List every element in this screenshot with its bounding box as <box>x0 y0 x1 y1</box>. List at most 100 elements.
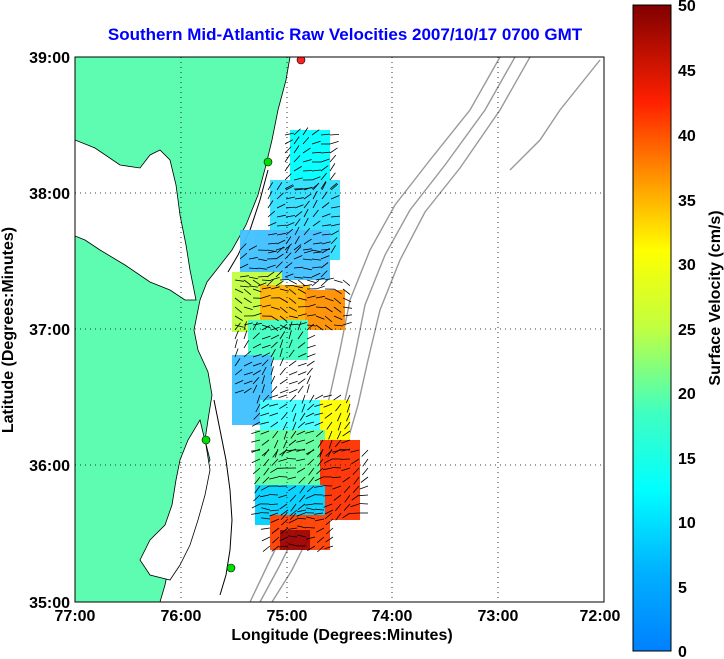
velocity-arrow <box>254 476 261 485</box>
velocity-arrow <box>298 476 306 484</box>
velocity-arrow <box>294 204 304 209</box>
velocity-arrow <box>257 282 267 287</box>
velocity-arrow <box>351 494 360 501</box>
velocity-arrow <box>257 276 268 278</box>
velocity-arrow <box>352 485 360 494</box>
x-tick-label: 72:00 <box>580 608 621 625</box>
velocity-arrow <box>333 288 342 295</box>
velocity-arrow <box>261 324 271 329</box>
velocity-arrow <box>333 306 342 313</box>
velocity-arrow <box>293 255 303 260</box>
velocity-arrow <box>283 439 288 449</box>
velocity-arrow <box>243 380 253 385</box>
velocity-arrow <box>360 476 369 483</box>
velocity-arrow <box>261 294 271 299</box>
velocity-arrow <box>279 339 284 349</box>
velocity-arrow <box>297 509 307 513</box>
chesapeake-bay <box>75 139 197 301</box>
velocity-arrow <box>303 200 310 209</box>
velocity-arrow <box>312 199 318 209</box>
velocity-arrow <box>325 536 334 543</box>
velocity-arrow <box>287 476 297 480</box>
y-tick-label: 36:00 <box>29 458 70 475</box>
velocity-arrow <box>252 467 261 475</box>
velocity-arrow <box>267 233 277 236</box>
velocity-arrow <box>303 227 311 236</box>
velocity-arrow <box>342 297 352 303</box>
y-tick-label: 35:00 <box>29 595 70 612</box>
velocity-arrow <box>346 403 351 413</box>
colorbar-tick: 5 <box>678 580 687 597</box>
velocity-arrow <box>279 545 289 548</box>
velocity-arrow <box>275 261 283 269</box>
velocity-arrow <box>323 503 333 508</box>
velocity-arrow <box>342 279 351 287</box>
velocity-arrow <box>315 306 326 308</box>
velocity-arrow <box>306 304 316 308</box>
velocity-arrow <box>288 380 298 385</box>
velocity-arrow <box>320 248 331 251</box>
velocity-arrow <box>305 439 315 445</box>
velocity-arrow <box>311 258 321 261</box>
velocity-arrow <box>285 196 295 200</box>
velocity-arrow <box>261 517 271 520</box>
velocity-arrow <box>333 315 343 320</box>
velocity-arrow <box>320 158 330 163</box>
velocity-arrow <box>301 403 306 413</box>
velocity-arrow <box>290 430 297 439</box>
velocity-arrow <box>330 195 340 200</box>
velocity-arrow <box>279 315 288 322</box>
velocity-arrow <box>314 421 324 426</box>
velocity-arrow <box>261 384 265 394</box>
velocity-arrow <box>342 322 352 326</box>
velocity-arrow <box>276 239 286 245</box>
velocity-arrow <box>346 412 351 422</box>
velocity-arrow <box>359 485 369 490</box>
velocity-arrow <box>279 348 283 358</box>
velocity-arrow <box>252 377 260 385</box>
velocity-arrow <box>350 449 360 453</box>
velocity-arrow <box>324 277 334 281</box>
velocity-arrow <box>234 306 243 314</box>
velocity-arrow <box>271 527 280 534</box>
y-tick-label: 38:00 <box>29 186 70 203</box>
velocity-arrow <box>317 439 324 448</box>
velocity-arrow <box>272 430 279 439</box>
velocity-arrow <box>268 494 279 496</box>
colorbar-tick: 45 <box>678 63 696 80</box>
velocity-arrow <box>284 139 294 145</box>
velocity-arrow <box>314 485 324 488</box>
y-tick-label: 39:00 <box>29 50 70 67</box>
velocity-arrow <box>297 378 306 385</box>
velocity-arrow <box>243 279 252 286</box>
velocity-arrow <box>288 485 297 492</box>
plot-frame <box>74 56 605 603</box>
velocity-arrow <box>251 421 261 427</box>
velocity-arrow <box>261 507 271 511</box>
velocity-arrow <box>326 527 334 535</box>
velocity-arrow <box>342 430 351 437</box>
velocity-arrow <box>303 217 309 227</box>
velocity-arrow <box>321 224 331 227</box>
velocity-arrow <box>302 258 312 261</box>
velocity-arrow <box>302 127 309 136</box>
velocity-arrow <box>306 367 313 376</box>
velocity-arrow <box>239 263 249 269</box>
velocity-arrow <box>284 262 293 269</box>
velocity-arrow <box>311 279 320 287</box>
velocity-arrow <box>288 543 298 547</box>
figure-title: Southern Mid-Atlantic Raw Velocities 200… <box>108 25 583 44</box>
velocity-arrow <box>261 439 270 446</box>
velocity-arrow <box>288 279 298 285</box>
velocity-arrow <box>315 527 325 533</box>
velocity-arrow <box>266 271 275 278</box>
velocity-arrow <box>293 128 301 136</box>
velocity-arrow <box>288 330 292 340</box>
colorbar-label: Surface Velocity (cm/s) <box>707 210 724 385</box>
velocity-arrow <box>303 208 309 218</box>
velocity-arrow <box>267 182 274 191</box>
velocity-arrow <box>254 485 261 494</box>
velocity-arrow <box>344 421 351 430</box>
velocity-arrow <box>234 339 238 349</box>
